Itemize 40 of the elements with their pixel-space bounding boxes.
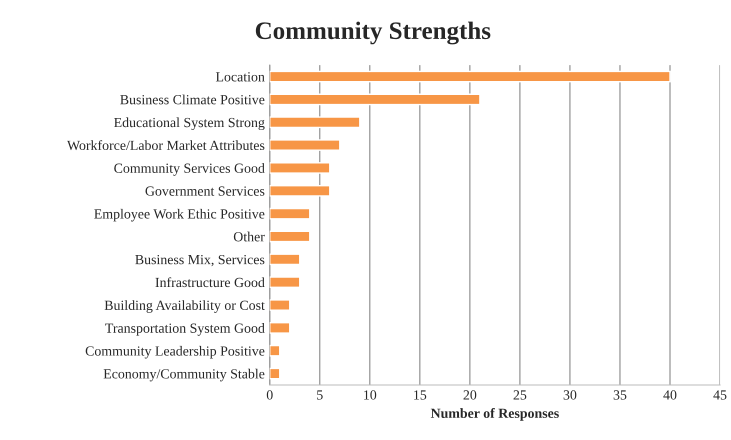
x-tick-label: 45 [713,390,726,400]
y-tick-label: Other [234,232,265,242]
x-tick-label: 5 [317,390,323,400]
y-tick-label: Employee Work Ethic Positive [94,208,264,222]
bar [270,322,290,334]
x-tick-label: 15 [414,390,426,400]
y-tick-label: Community Leadership Positive [86,346,264,359]
bar [270,116,360,128]
x-tick-label: 10 [364,390,376,400]
y-tick-label: Business Mix, Services [135,254,264,266]
y-tick-label: Workforce/Labor Market Attributes [66,140,264,150]
x-tick-label: 0 [266,390,273,400]
x-axis-title: Number of Responses [430,408,559,421]
bar [270,253,300,266]
bar [270,230,310,242]
y-tick-label: Infrastructure Good [155,277,265,288]
x-tick-label: 40 [663,390,676,400]
y-tick-label: Community Services Good [114,163,265,176]
y-tick-label: Building Availability or Cost [104,300,265,313]
bar [270,162,330,174]
chart-title: Community Strengths [256,22,490,44]
bar [270,368,280,380]
y-tick-label: Government Services [146,186,264,196]
x-tick-label: 20 [464,390,476,400]
y-tick-label: Educational System Strong [114,117,265,130]
bar [270,208,310,220]
y-tick-label: Transportation System Good [105,323,265,336]
bar [270,184,330,197]
x-tick-label: 35 [614,390,626,400]
bar [270,299,290,311]
bar [270,276,300,288]
bar [270,344,280,357]
x-tick-label: 30 [564,390,576,400]
y-tick-label: Economy/Community Stable [104,368,264,382]
bar [270,94,481,106]
y-tick-label: Business Climate Positive [120,94,264,104]
bar [270,70,671,82]
bar [270,139,340,151]
y-tick-label: Location [216,72,265,82]
x-tick-label: 25 [514,390,526,400]
